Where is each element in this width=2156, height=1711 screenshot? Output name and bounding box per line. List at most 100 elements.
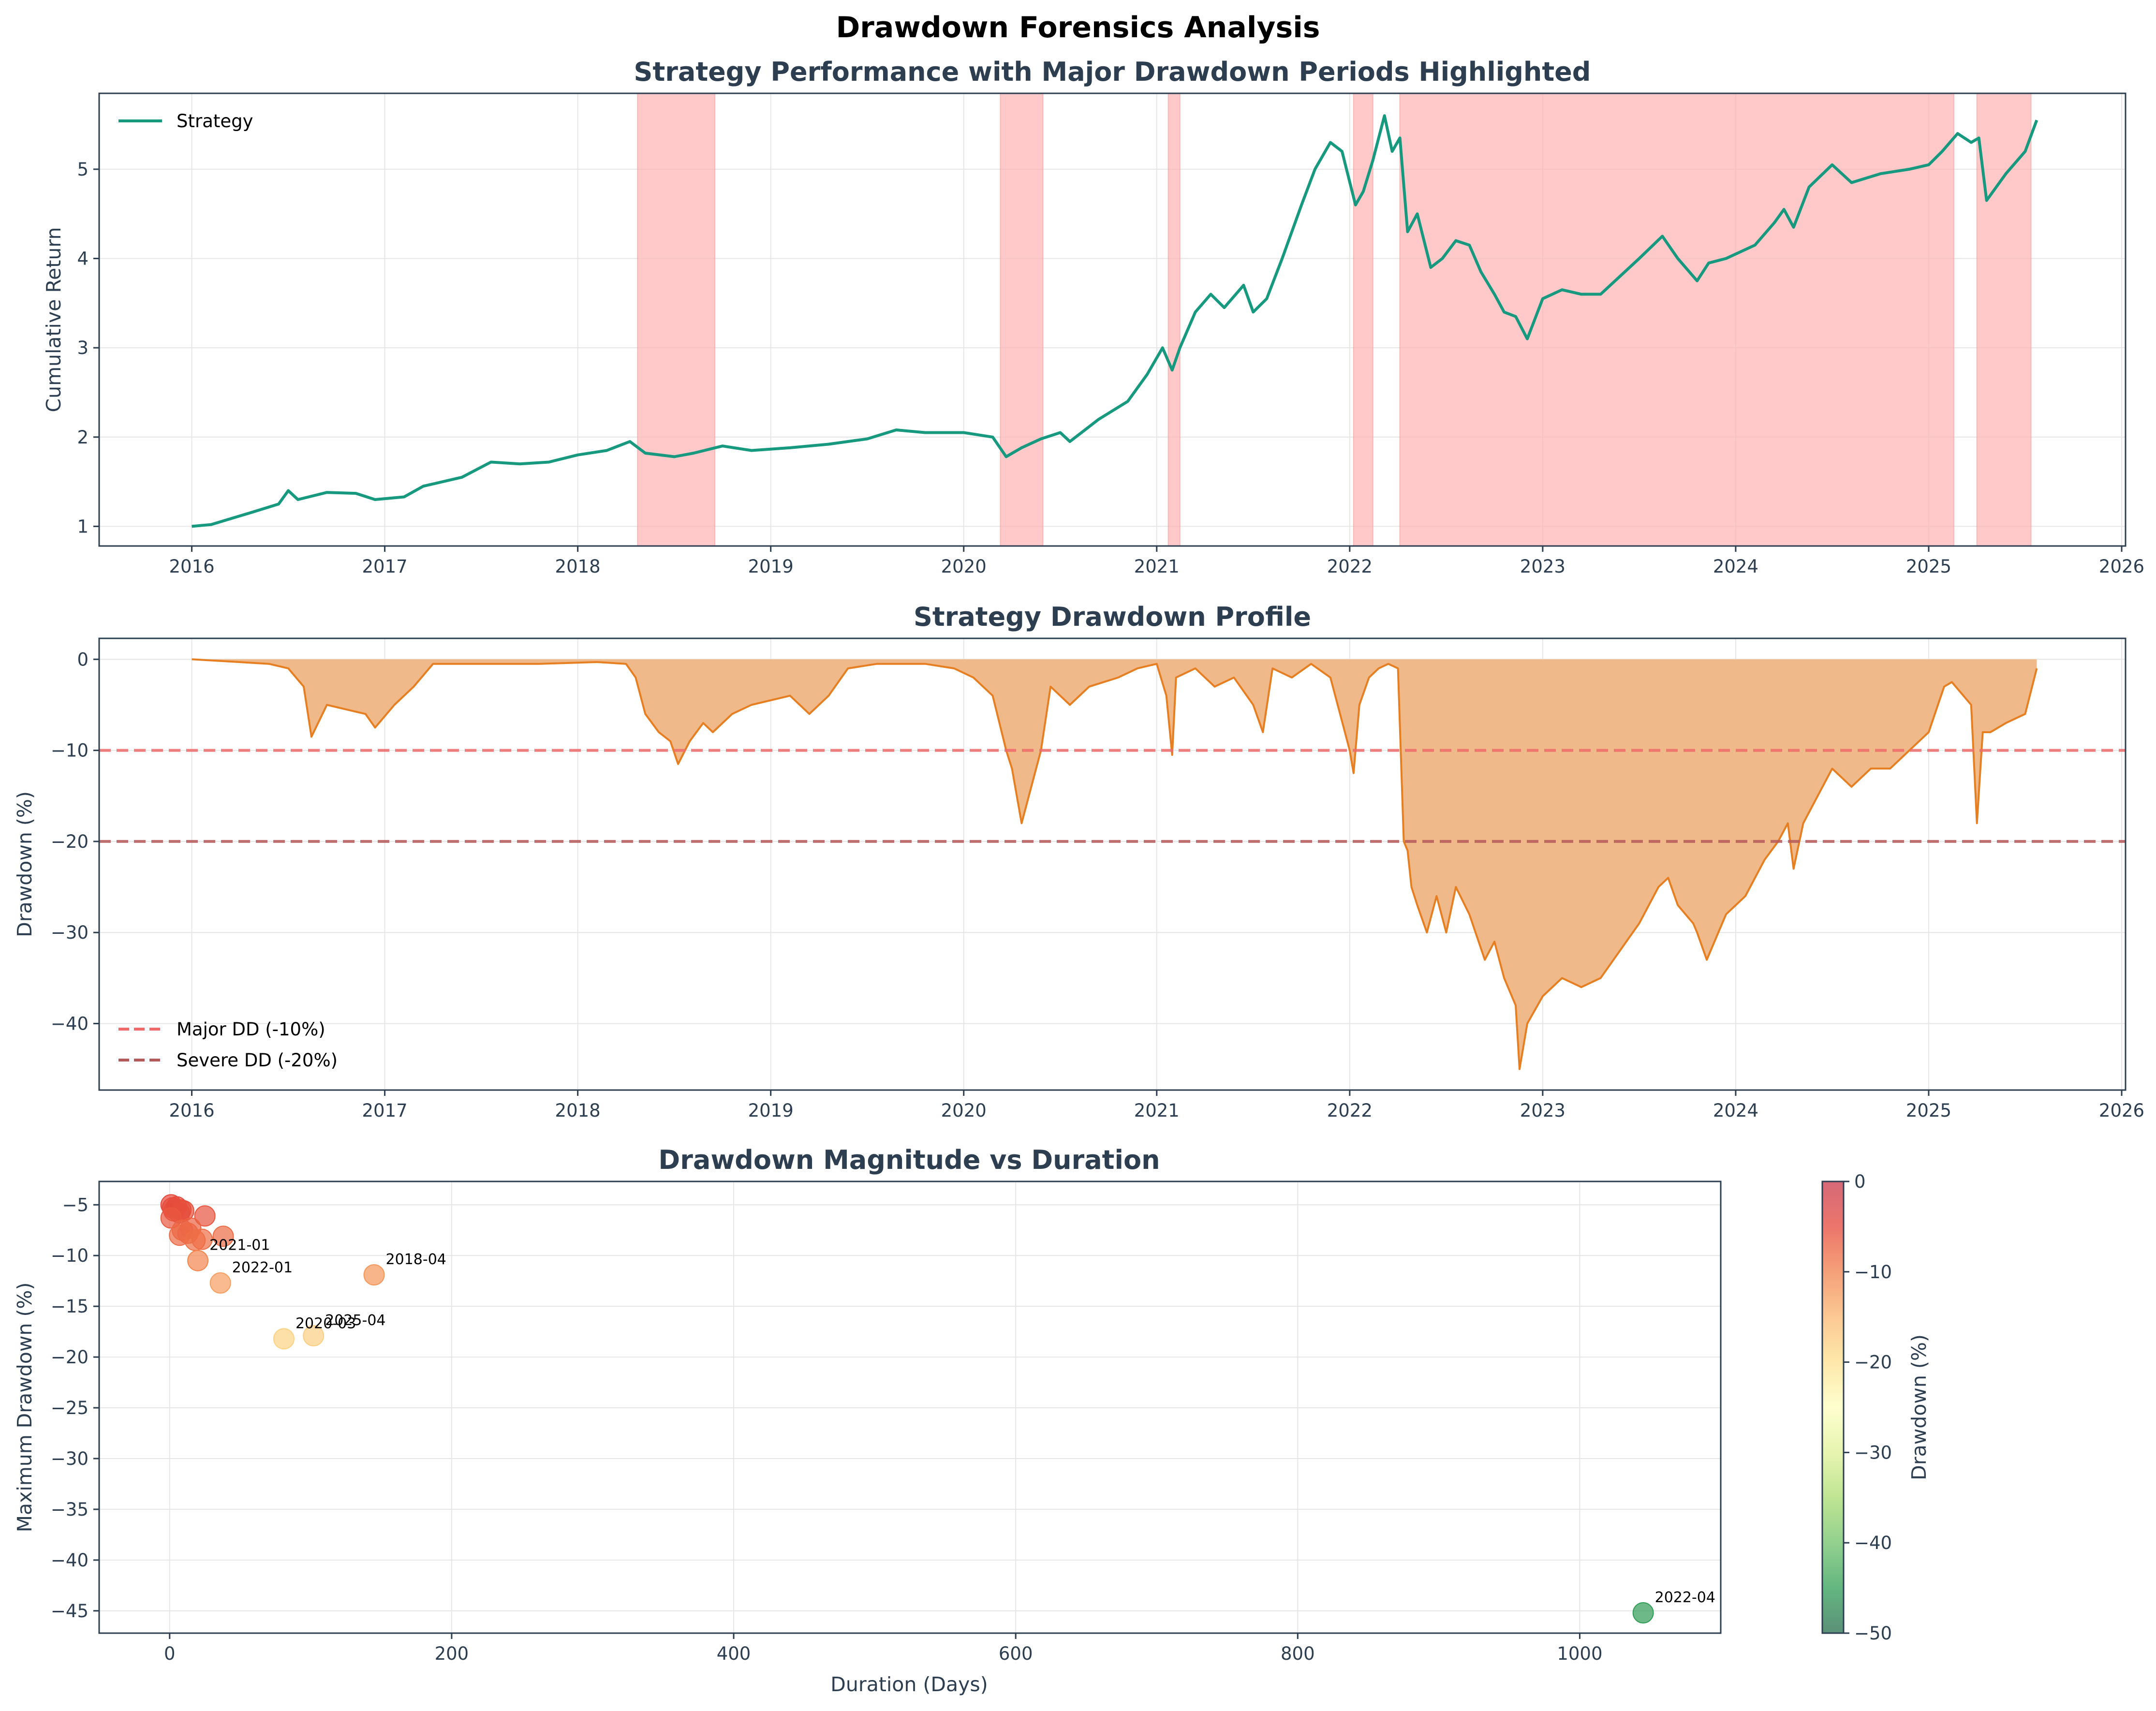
drawdown-period-highlight (1976, 93, 2032, 546)
colorbar-tick-label: −50 (1854, 1623, 1892, 1644)
x-tick-label: 2024 (1713, 556, 1758, 577)
x-tick-label: 2023 (1520, 1100, 1565, 1121)
y-tick-label: −25 (51, 1398, 89, 1418)
colorbar-tick-label: −10 (1854, 1262, 1892, 1283)
panel-drawdown-xticks: 2016 2017 2018 2019 2020 2021 2022 2023 2024 2025… (169, 1090, 2144, 1121)
scatter-annotation: 2025-04 (325, 1312, 385, 1329)
scatter-annotation: 2022-01 (232, 1259, 293, 1276)
x-tick-label: 2018 (555, 556, 601, 577)
panel-scatter-yticks: −5 −10 −15 −20 −25 −30 −35 −40 −45 (51, 1195, 99, 1622)
panel-scatter-ylabel: Maximum Drawdown (%) (13, 1283, 36, 1533)
x-tick-label: 2026 (2099, 1100, 2144, 1121)
x-tick-label: 2026 (2099, 556, 2144, 577)
y-tick-label: 5 (77, 159, 89, 180)
panel-performance-frame (98, 92, 2126, 547)
colorbar-ticks: 0 −10 −20 −30 −40 −50 (1844, 1171, 1892, 1644)
scatter-point (209, 1272, 231, 1294)
scatter-points (160, 1194, 1654, 1624)
y-tick-label: 2 (77, 427, 89, 448)
y-tick-label: −40 (51, 1014, 89, 1034)
y-tick-label: −15 (51, 1296, 89, 1317)
drawdown-area (192, 659, 2037, 1069)
x-tick-label: 400 (717, 1643, 751, 1664)
panel-performance-yticks: 1 2 3 4 5 (77, 159, 99, 537)
drawdown-period-highlight (1353, 93, 1373, 546)
drawdown-line (192, 658, 2038, 1070)
colorbar-gradient (1822, 1181, 1844, 1633)
panel-drawdown-title: Strategy Drawdown Profile (914, 602, 1311, 632)
y-tick-label: −45 (51, 1601, 89, 1622)
panel-drawdown: Strategy Drawdown Profile 2016 2017 2018 20… (13, 602, 2144, 1121)
x-tick-label: 2017 (362, 1100, 408, 1121)
x-tick-label: 2016 (169, 556, 214, 577)
y-tick-label: 4 (77, 249, 89, 269)
scatter-point (273, 1328, 295, 1350)
panel-performance-title: Strategy Performance with Major Drawdown… (634, 57, 1591, 87)
panel-scatter: Drawdown Magnitude vs Duration 2021-0120… (13, 1145, 1722, 1696)
y-tick-label: −10 (51, 1245, 89, 1266)
x-tick-label: 0 (164, 1643, 176, 1664)
x-tick-label: 1000 (1557, 1643, 1602, 1664)
y-tick-label: −20 (51, 1347, 89, 1368)
x-tick-label: 800 (1281, 1643, 1315, 1664)
drawdown-period-highlight (1399, 93, 1954, 546)
x-tick-label: 2023 (1520, 556, 1565, 577)
x-tick-label: 2025 (1906, 556, 1951, 577)
x-tick-label: 2024 (1713, 1100, 1758, 1121)
panel-scatter-xlabel: Duration (Days) (830, 1673, 988, 1696)
scatter-point (194, 1205, 216, 1227)
x-tick-label: 2022 (1327, 556, 1373, 577)
y-tick-label: 0 (77, 649, 89, 670)
legend-severe-label: Severe DD (-20%) (177, 1050, 338, 1071)
x-tick-label: 2016 (169, 1100, 214, 1121)
legend-major-label: Major DD (-10%) (177, 1019, 325, 1040)
legend-strategy-label: Strategy (177, 111, 253, 132)
y-tick-label: −20 (51, 831, 89, 852)
y-tick-label: −30 (51, 1448, 89, 1469)
x-tick-label: 2018 (555, 1100, 601, 1121)
drawdown-highlights (637, 93, 2032, 546)
drawdown-period-highlight (1000, 93, 1044, 546)
strategy-line (192, 114, 2038, 528)
y-tick-label: 3 (77, 338, 89, 358)
scatter-point (212, 1225, 234, 1247)
colorbar-tick-label: −30 (1854, 1442, 1892, 1463)
colorbar-tick-label: −40 (1854, 1533, 1892, 1553)
panel-drawdown-legend: Major DD (-10%) Severe DD (-20%) (118, 1019, 338, 1071)
scatter-annotation: 2020-03 (295, 1315, 356, 1332)
panel-drawdown-yticks: 0 −10 −20 −30 −40 (51, 649, 99, 1034)
colorbar-frame (1821, 1180, 1845, 1634)
panel-performance: Strategy Performance with Major Drawdown… (42, 57, 2144, 577)
colorbar: 0 −10 −20 −30 −40 −50 Drawdown (%) (1821, 1171, 1931, 1644)
figure-title: Drawdown Forensics Analysis (836, 11, 1320, 44)
colorbar-tick-label: 0 (1854, 1171, 1866, 1192)
scatter-annotation: 2021-01 (209, 1237, 270, 1254)
scatter-point (191, 1228, 213, 1250)
y-tick-label: −5 (62, 1195, 89, 1215)
y-tick-label: −40 (51, 1550, 89, 1571)
y-tick-label: −30 (51, 922, 89, 943)
panel-performance-ylabel: Cumulative Return (42, 227, 65, 412)
panel-performance-xticks: 2016 2017 2018 2019 2020 2021 2022 2023 2024 2025… (169, 546, 2144, 577)
scatter-annotation: 2022-04 (1655, 1589, 1715, 1606)
colorbar-label: Drawdown (%) (1907, 1334, 1931, 1480)
x-tick-label: 2019 (748, 1100, 794, 1121)
panel-scatter-frame (98, 1180, 1722, 1634)
drawdown-period-highlight (637, 93, 715, 546)
scatter-point (363, 1264, 385, 1286)
x-tick-label: 2020 (941, 1100, 987, 1121)
x-tick-label: 2022 (1327, 1100, 1373, 1121)
x-tick-label: 2021 (1134, 556, 1180, 577)
panel-drawdown-ylabel: Drawdown (%) (13, 791, 36, 937)
x-tick-label: 2020 (941, 556, 987, 577)
panel-scatter-grid (99, 1181, 1721, 1633)
y-tick-label: −10 (51, 740, 89, 761)
x-tick-label: 2019 (748, 556, 794, 577)
drawdown-period-highlight (1167, 93, 1181, 546)
x-tick-label: 600 (999, 1643, 1033, 1664)
panel-performance-legend: Strategy (118, 111, 253, 132)
scatter-annotation: 2018-04 (386, 1251, 446, 1268)
panel-scatter-xticks: 0 200 400 600 800 1000 (164, 1633, 1603, 1664)
